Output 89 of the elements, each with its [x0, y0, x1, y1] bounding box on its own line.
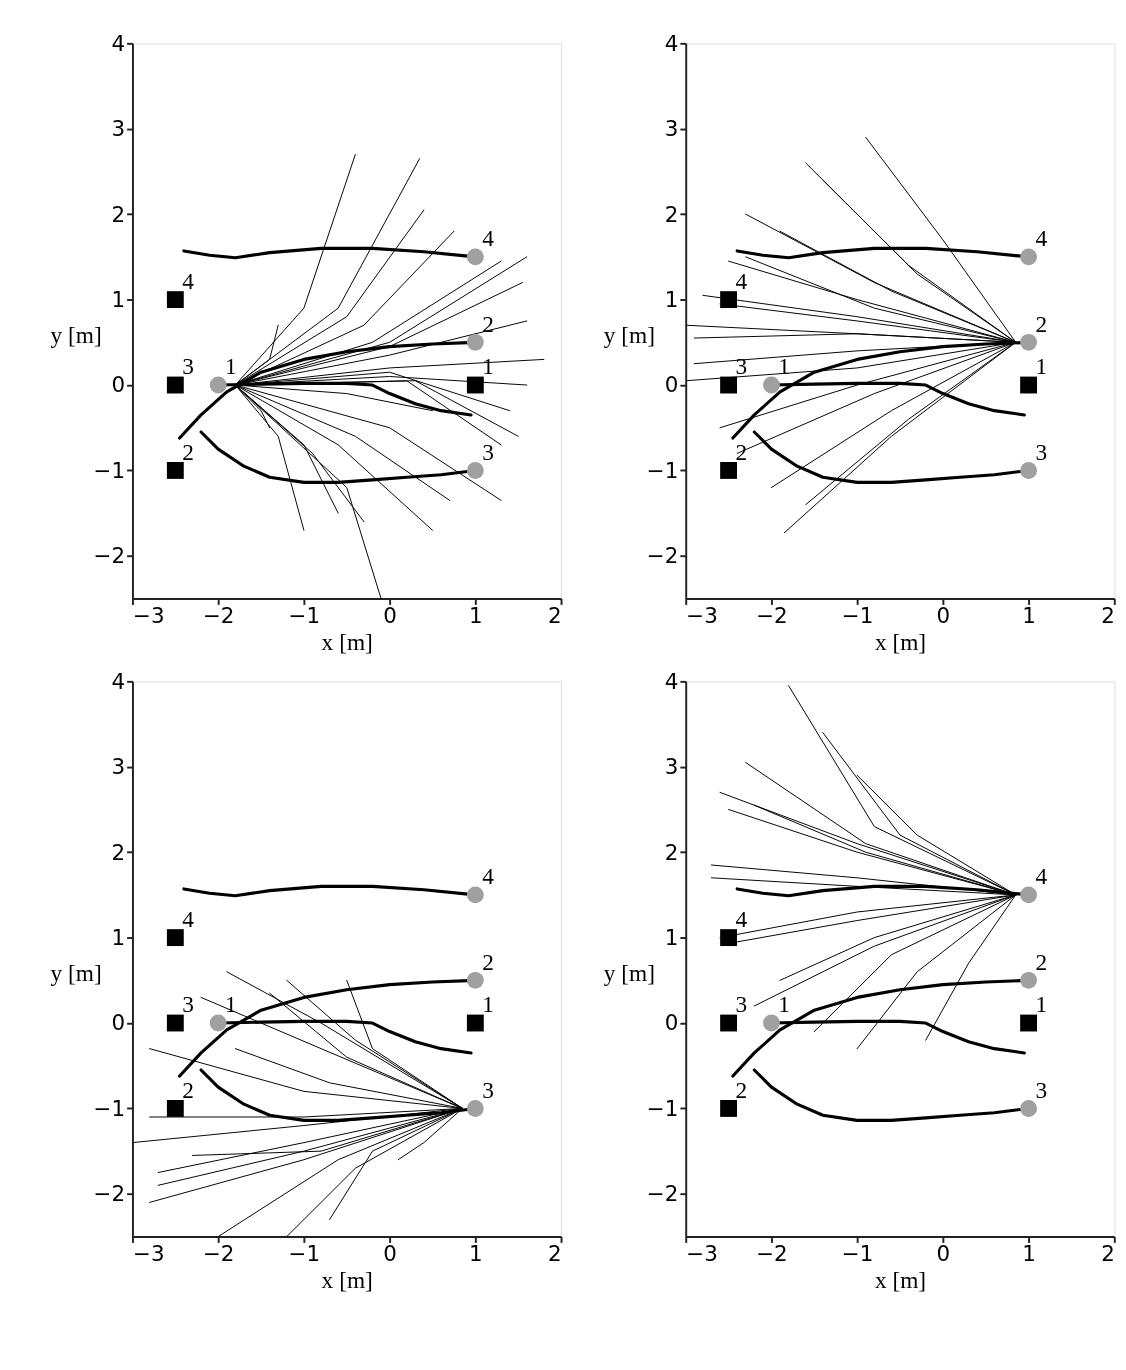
y-tick-label: 2: [664, 201, 679, 227]
y-tick-label: 4: [664, 30, 679, 56]
y-tick-label: 4: [111, 30, 126, 56]
annotation: 2: [182, 438, 194, 465]
annotation: 1: [1035, 353, 1048, 380]
x-tick-label: −1: [288, 1241, 321, 1267]
x-tick-label: −2: [202, 603, 235, 629]
x-tick-label: −3: [686, 603, 718, 629]
annotation: 1: [482, 991, 494, 1018]
y-tick-label: 2: [111, 839, 126, 865]
x-tick-label: 0: [383, 1241, 397, 1267]
annotation: 3: [182, 353, 194, 380]
x-tick-label: 1: [1022, 603, 1036, 629]
annotation: 2: [735, 1076, 748, 1103]
y-axis-title: y [m]: [50, 959, 102, 986]
y-tick-label: −1: [646, 457, 679, 483]
annotation: 1: [778, 353, 790, 380]
annotation: 1: [225, 353, 237, 380]
y-axis-title: y [m]: [603, 321, 656, 348]
x-tick-label: 0: [936, 603, 951, 629]
y-tick-label: 0: [664, 1010, 679, 1036]
annotation: 3: [735, 991, 748, 1018]
annotation: 4: [735, 905, 748, 932]
x-tick-label: 1: [469, 1241, 483, 1267]
annotation: 1: [778, 991, 790, 1018]
annotation: 2: [1035, 310, 1048, 337]
annotation: 3: [482, 438, 494, 465]
y-axis-title: y [m]: [603, 959, 656, 986]
annotation: 2: [1035, 948, 1048, 975]
x-axis-title: x [m]: [321, 1266, 373, 1293]
x-tick-label: 2: [547, 1241, 562, 1267]
y-tick-label: 1: [111, 286, 126, 312]
y-tick-label: 2: [111, 201, 126, 227]
x-tick-label: −3: [686, 1241, 718, 1267]
annotation: 3: [482, 1076, 494, 1103]
x-axis-title: x [m]: [874, 628, 927, 655]
annotation: 4: [735, 267, 748, 294]
annotation: 4: [482, 863, 495, 890]
y-tick-label: 0: [664, 372, 679, 398]
y-tick-label: −1: [93, 1095, 126, 1121]
x-tick-label: −1: [841, 603, 874, 629]
x-tick-label: 0: [383, 603, 397, 629]
annotation: 3: [182, 991, 194, 1018]
x-tick-label: −3: [132, 1241, 165, 1267]
x-tick-label: 1: [469, 603, 483, 629]
annotation: 4: [182, 905, 195, 932]
annotation: 1: [1035, 991, 1048, 1018]
y-tick-label: 0: [111, 1010, 126, 1036]
x-tick-label: −2: [756, 1241, 788, 1267]
y-tick-label: −2: [646, 543, 679, 569]
x-tick-label: 2: [1101, 603, 1115, 629]
y-tick-label: −2: [646, 1181, 679, 1207]
x-tick-label: 2: [547, 603, 562, 629]
y-tick-label: −2: [93, 543, 126, 569]
annotation: 4: [1035, 225, 1048, 252]
x-axis-title: x [m]: [321, 628, 373, 655]
annotation: 3: [1035, 1076, 1048, 1103]
y-tick-label: 0: [111, 372, 126, 398]
x-tick-label: −2: [202, 1241, 235, 1267]
annotation: 4: [1035, 863, 1048, 890]
annotation: 3: [1035, 438, 1048, 465]
y-tick-label: 4: [664, 668, 679, 694]
x-tick-label: −1: [841, 1241, 874, 1267]
annotation: 2: [482, 310, 494, 337]
y-tick-label: 1: [664, 924, 679, 950]
y-tick-label: 1: [664, 286, 679, 312]
y-tick-label: 1: [111, 924, 126, 950]
y-tick-label: −1: [646, 1095, 679, 1121]
x-tick-label: 2: [1101, 1241, 1115, 1267]
y-tick-label: 3: [664, 116, 679, 142]
x-axis-title: x [m]: [874, 1266, 927, 1293]
y-tick-label: 2: [664, 839, 679, 865]
annotation: 4: [182, 267, 195, 294]
annotation: 2: [182, 1076, 194, 1103]
x-tick-label: −1: [288, 603, 321, 629]
x-tick-label: 0: [936, 1241, 951, 1267]
y-tick-label: 3: [111, 754, 126, 780]
annotation: 3: [735, 353, 748, 380]
x-tick-label: 1: [1022, 1241, 1036, 1267]
x-tick-label: −2: [756, 603, 788, 629]
y-tick-label: 4: [111, 668, 126, 694]
y-tick-label: 3: [111, 116, 126, 142]
y-axis-title: y [m]: [50, 321, 102, 348]
y-tick-label: 3: [664, 754, 679, 780]
annotation: 4: [482, 225, 495, 252]
annotation: 2: [482, 948, 494, 975]
y-tick-label: −1: [93, 457, 126, 483]
y-tick-label: −2: [93, 1181, 126, 1207]
x-tick-label: −3: [132, 603, 165, 629]
